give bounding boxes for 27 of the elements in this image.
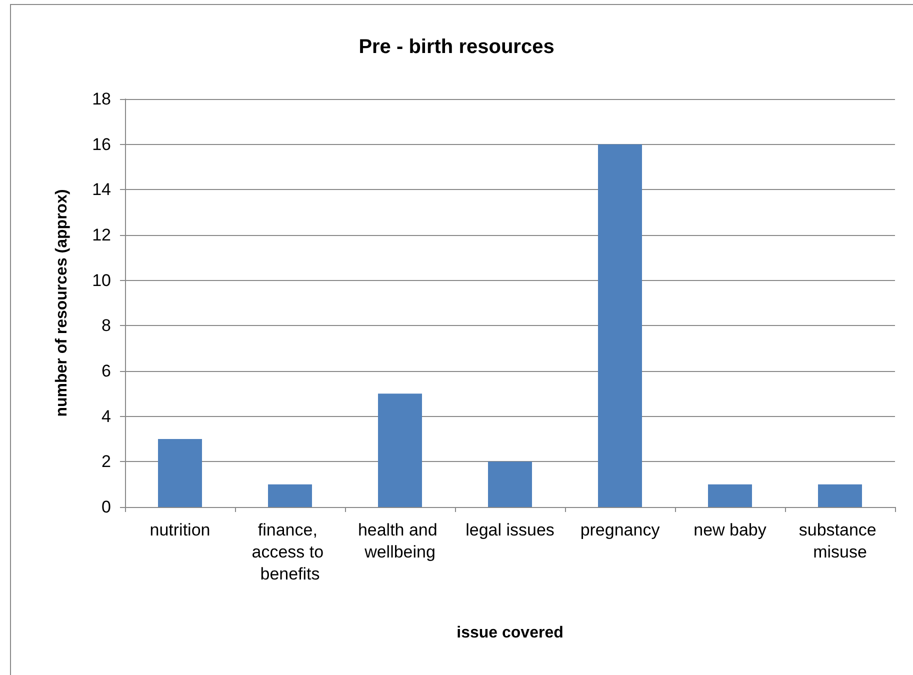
bar — [818, 484, 862, 507]
y-tick-label: 4 — [102, 406, 111, 426]
x-tick-label: pregnancy — [580, 520, 660, 540]
x-tick-label: nutrition — [150, 520, 210, 540]
x-tick-label: finance, access to benefits — [252, 520, 328, 584]
y-tick-label: 18 — [92, 90, 111, 108]
bar — [268, 484, 312, 507]
y-tick-label: 12 — [92, 226, 111, 244]
bar — [158, 439, 202, 507]
y-tick-label: 6 — [102, 362, 111, 380]
y-tick-label: 2 — [102, 452, 111, 472]
y-tick-label: 10 — [92, 270, 111, 290]
chart-title: Pre - birth resources — [358, 36, 554, 58]
bar — [378, 394, 422, 507]
bar — [708, 484, 752, 507]
x-tick-label: health and wellbeing — [358, 520, 442, 562]
x-tick-label: new baby — [694, 520, 767, 540]
y-tick-label: 0 — [102, 498, 111, 516]
y-axis-title: number of resources (approx) — [54, 189, 70, 417]
y-tick-label: 14 — [92, 180, 111, 200]
y-tick-label: 16 — [92, 134, 111, 154]
x-tick-label: substance misuse — [798, 520, 882, 562]
bar — [488, 462, 532, 507]
x-tick-label: legal issues — [466, 520, 554, 540]
y-tick-label: 8 — [102, 316, 111, 336]
bar — [598, 144, 642, 507]
x-axis-title: issue covered — [456, 624, 564, 642]
